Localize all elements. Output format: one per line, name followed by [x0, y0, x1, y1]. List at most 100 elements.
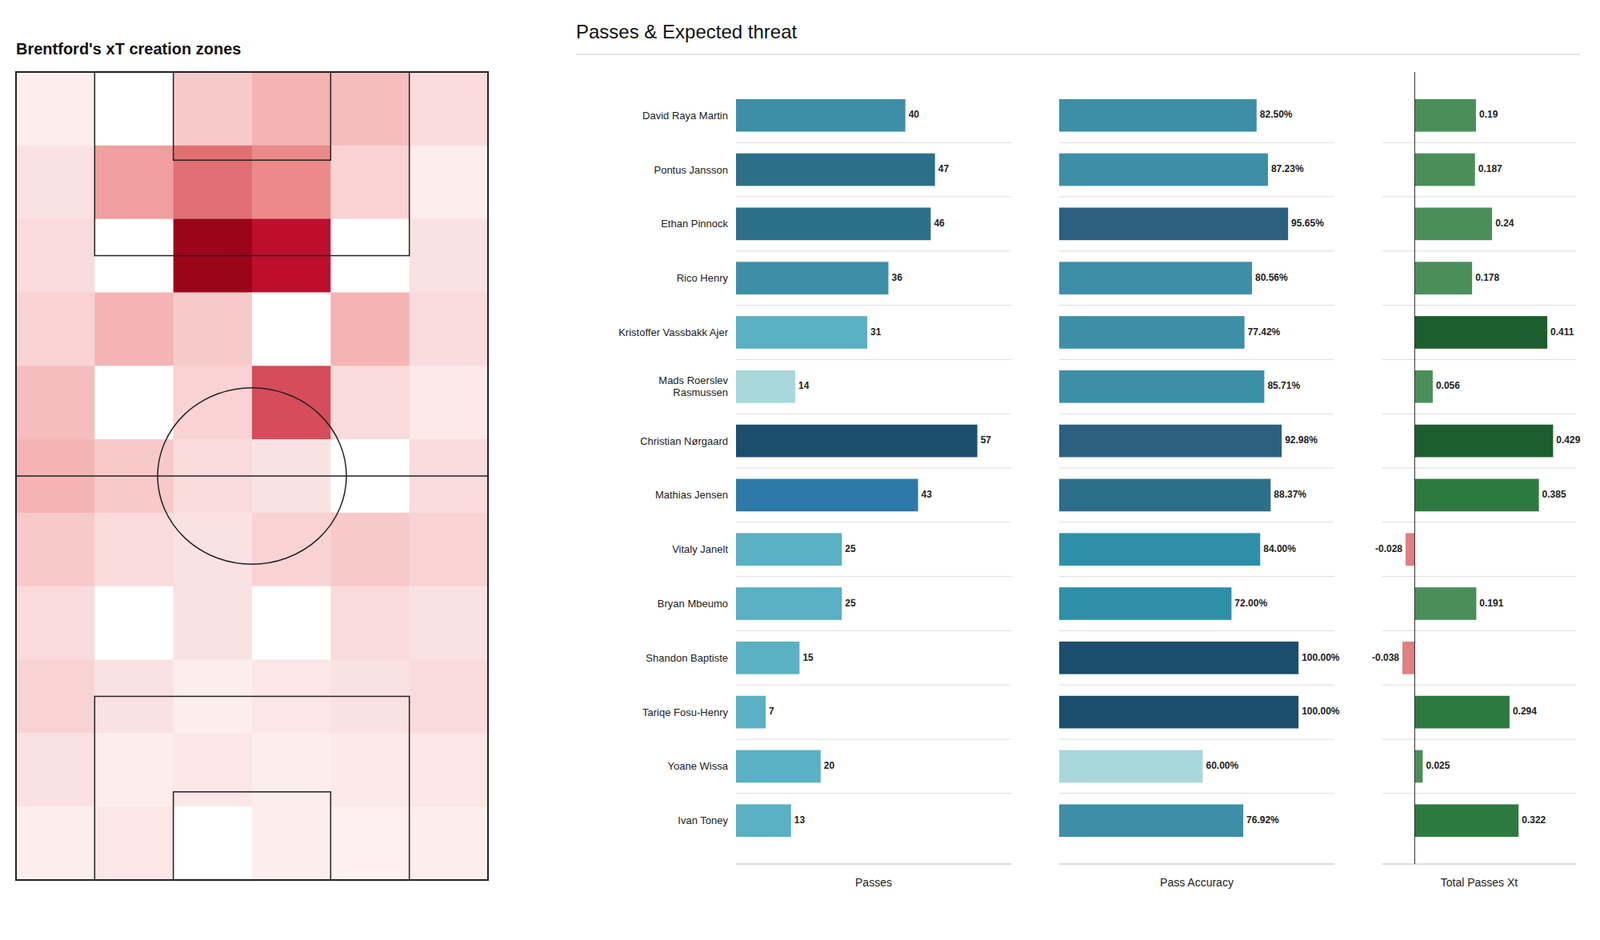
category-label: Rico Henry [676, 272, 729, 284]
bar [736, 696, 766, 729]
bar [1059, 750, 1203, 784]
row-separator [736, 413, 1012, 415]
heatmap-cell [330, 72, 410, 146]
heatmap-cell [330, 292, 410, 366]
heatmap-cell [409, 586, 489, 660]
heatmap-cell [330, 586, 410, 660]
category-label-line: Rico Henry [676, 272, 729, 284]
category-label-line: Ivan Toney [677, 814, 728, 827]
heatmap-cell [252, 512, 332, 587]
row-separator [1382, 413, 1576, 415]
pitch-heatmap [16, 72, 489, 881]
data-label: 0.429 [1556, 434, 1580, 446]
data-label: 0.385 [1542, 488, 1567, 500]
heatmap-cell [409, 145, 489, 220]
bar [1414, 587, 1476, 620]
heatmap-cell [252, 145, 332, 220]
data-label: 31 [870, 326, 882, 338]
halfway-line [16, 475, 488, 477]
chart-root: Brentford's xT creation zonesPasses & Ex… [0, 0, 1600, 940]
category-label: Shandon Baptiste [645, 652, 728, 664]
data-label: 0.19 [1479, 108, 1499, 120]
heatmap-cell [173, 586, 253, 660]
bar [1414, 153, 1475, 187]
bar [1059, 532, 1260, 566]
heatmap-cell [409, 292, 489, 366]
category-label-line: Tariqe Fosu-Henry [642, 706, 728, 719]
heatmap-cell [173, 292, 253, 366]
data-label: 0.191 [1479, 597, 1504, 609]
data-label: 57 [980, 434, 992, 446]
heatmap-cell [94, 732, 174, 807]
row-separator [1382, 359, 1576, 360]
bar [1059, 261, 1252, 295]
row-separator [1382, 142, 1576, 144]
category-label-line: Mads Roerslev [658, 374, 728, 387]
heatmap-cell [330, 806, 410, 880]
bar-panel: 82.50%87.23%95.65%80.56%77.42%85.71%92.9… [1059, 99, 1340, 889]
category-label-line: Vitaly Janelt [672, 543, 728, 556]
data-label: 72.00% [1234, 597, 1268, 609]
bars [1059, 99, 1299, 837]
bar-panel: 404746363114574325251572013David Raya Ma… [618, 99, 1012, 889]
row-separator [736, 630, 1012, 632]
data-label: 14 [798, 380, 810, 392]
heatmap-cell [16, 365, 96, 440]
heatmap-cell [252, 292, 332, 366]
zero-line [1414, 72, 1416, 864]
heatmap-cell [16, 660, 96, 734]
data-label: 25 [844, 597, 856, 609]
category-label: David Raya Martin [642, 109, 728, 122]
row-separator [1059, 792, 1335, 794]
category-label: Mads RoerslevRasmussen [658, 374, 728, 399]
goal-box [173, 792, 332, 880]
x-axis-label: Total Passes Xt [1440, 876, 1519, 889]
row-separator [736, 250, 1012, 252]
row-separator [1059, 359, 1335, 360]
row-separator [1382, 250, 1576, 252]
bar [1059, 99, 1257, 132]
category-label-line: Mathias Jensen [655, 488, 728, 501]
row-separator [1382, 576, 1576, 577]
data-label: 43 [921, 488, 933, 500]
row-separator [1059, 739, 1335, 740]
row-separator [1059, 142, 1335, 144]
bar [1414, 696, 1510, 729]
row-separator [1059, 250, 1335, 252]
bar [1059, 479, 1271, 512]
heatmap-cell [409, 72, 489, 146]
heatmap-cell [409, 660, 489, 734]
goal-box [173, 72, 332, 160]
category-label-line: Yoane Wissa [668, 760, 729, 772]
data-label: 60.00% [1205, 760, 1239, 772]
title-rule [576, 54, 1580, 56]
row-separator [1059, 304, 1335, 306]
data-label: 100.00% [1301, 705, 1340, 717]
row-separator [736, 196, 1012, 197]
heatmap-cell [252, 806, 332, 880]
bar [1059, 424, 1282, 458]
data-label: 0.056 [1436, 380, 1460, 392]
heatmap-cell [16, 586, 96, 660]
bars-title: Passes & Expected threat [576, 20, 797, 43]
heatmap-cell [252, 732, 332, 807]
bar [736, 153, 936, 187]
penalty-box [94, 696, 409, 880]
row-separator [736, 359, 1012, 360]
bar [1414, 316, 1548, 349]
row-separator [736, 576, 1012, 577]
bar [736, 370, 796, 404]
bars [1402, 99, 1553, 837]
heatmap-cell [173, 145, 253, 220]
axis-line [736, 864, 1012, 865]
data-label: 0.187 [1478, 163, 1503, 175]
heatmap-cell [16, 145, 96, 220]
heatmap-cell [173, 732, 253, 807]
data-label: 0.24 [1495, 217, 1515, 229]
bar [1414, 424, 1553, 458]
heatmap-cell [94, 365, 174, 440]
heatmap-cell [16, 292, 96, 366]
heatmap-cell [409, 732, 489, 807]
bar [1405, 532, 1415, 566]
data-label: 100.00% [1301, 652, 1340, 664]
